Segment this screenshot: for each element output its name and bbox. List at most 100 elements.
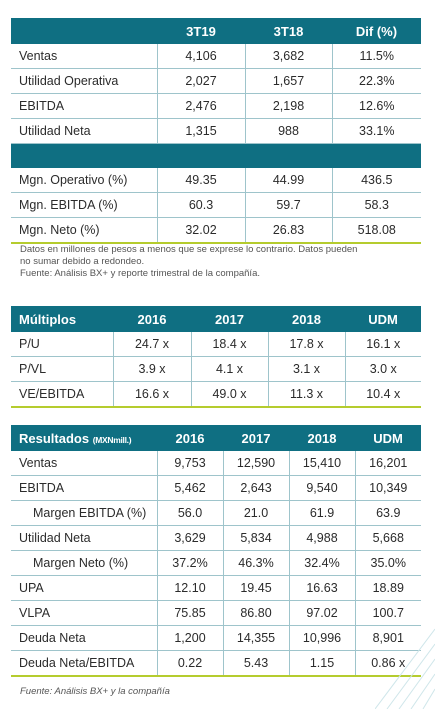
- cell: 5,462: [156, 475, 223, 501]
- cell: 1,315: [156, 118, 245, 144]
- cell: 49.35: [156, 168, 245, 193]
- results-header-2016: 2016: [157, 425, 223, 451]
- table-row: VE/EBITDA 16.6 x 49.0 x 11.3 x 10.4 x: [11, 381, 421, 408]
- cell: 3.1 x: [267, 356, 345, 382]
- note-line: no sumar debido a redondeo.: [20, 256, 145, 267]
- quarterly-header-3t19: 3T19: [157, 18, 245, 44]
- cell: 4,106: [156, 44, 245, 69]
- cell: 12.6%: [331, 93, 421, 119]
- table-row: Margen Neto (%) 37.2% 46.3% 32.4% 35.0%: [11, 550, 421, 576]
- table-row: P/VL 3.9 x 4.1 x 3.1 x 3.0 x: [11, 356, 421, 382]
- cell: 12.10: [156, 575, 223, 601]
- results-source-note: Fuente: Análisis BX+ y la compañía: [20, 686, 170, 697]
- cell: 33.1%: [331, 118, 421, 144]
- table-row: Utilidad Operativa 2,027 1,657 22.3%: [11, 68, 421, 94]
- cell: 0.86 x: [354, 650, 421, 677]
- row-label: P/U: [11, 332, 113, 357]
- cell: 18.89: [354, 575, 421, 601]
- table-row: Mgn. Operativo (%) 49.35 44.99 436.5: [11, 168, 421, 193]
- results-header-2017: 2017: [223, 425, 289, 451]
- row-label: Margen EBITDA (%): [11, 500, 157, 526]
- cell: 0.22: [156, 650, 223, 677]
- row-label: EBITDA: [11, 93, 157, 119]
- cell: 1.15: [288, 650, 355, 677]
- table-row: Margen EBITDA (%) 56.0 21.0 61.9 63.9: [11, 500, 421, 526]
- cell: 11.3 x: [267, 381, 345, 408]
- cell: 26.83: [244, 217, 332, 244]
- results-header-unit: (MXNmill.): [92, 434, 132, 445]
- results-header-2018: 2018: [289, 425, 355, 451]
- cell: 8,901: [354, 625, 421, 651]
- cell: 24.7 x: [112, 332, 191, 357]
- multiples-header-2018: 2018: [268, 306, 345, 332]
- cell: 58.3: [331, 192, 421, 218]
- cell: 100.7: [354, 600, 421, 626]
- cell: 16.6 x: [112, 381, 191, 408]
- table-row: Deuda Neta/EBITDA 0.22 5.43 1.15 0.86 x: [11, 650, 421, 677]
- row-label: Ventas: [11, 44, 157, 69]
- cell: 11.5%: [331, 44, 421, 69]
- quarterly-header-3t18: 3T18: [245, 18, 332, 44]
- cell: 14,355: [222, 625, 289, 651]
- row-label: UPA: [11, 575, 157, 601]
- cell: 32.02: [156, 217, 245, 244]
- cell: 4,988: [288, 525, 355, 551]
- cell: 32.4%: [288, 550, 355, 576]
- table-row: EBITDA 2,476 2,198 12.6%: [11, 93, 421, 119]
- cell: 3.0 x: [344, 356, 421, 382]
- cell: 16,201: [354, 451, 421, 476]
- table-row: Mgn. EBITDA (%) 60.3 59.7 58.3: [11, 192, 421, 218]
- multiples-header-row: Múltiplos 2016 2017 2018 UDM: [11, 306, 421, 332]
- table-row: P/U 24.7 x 18.4 x 17.8 x 16.1 x: [11, 332, 421, 357]
- cell: 10.4 x: [344, 381, 421, 408]
- cell: 15,410: [288, 451, 355, 476]
- note-line: Datos en millones de pesos a menos que s…: [20, 244, 358, 255]
- cell: 5.43: [222, 650, 289, 677]
- row-label: Utilidad Operativa: [11, 68, 157, 94]
- cell: 988: [244, 118, 332, 144]
- table-row: Mgn. Neto (%) 32.02 26.83 518.08: [11, 217, 421, 244]
- multiples-header-label: Múltiplos: [11, 306, 113, 332]
- cell: 436.5: [331, 168, 421, 193]
- cell: 21.0: [222, 500, 289, 526]
- cell: 17.8 x: [267, 332, 345, 357]
- cell: 86.80: [222, 600, 289, 626]
- results-header-title: Resultados: [19, 430, 90, 446]
- cell: 22.3%: [331, 68, 421, 94]
- cell: 75.85: [156, 600, 223, 626]
- cell: 46.3%: [222, 550, 289, 576]
- cell: 19.45: [222, 575, 289, 601]
- cell: 61.9: [288, 500, 355, 526]
- table-row: Ventas 9,753 12,590 15,410 16,201: [11, 451, 421, 476]
- cell: 63.9: [354, 500, 421, 526]
- table-row: Deuda Neta 1,200 14,355 10,996 8,901: [11, 625, 421, 651]
- results-header-row: Resultados (MXNmill.) 2016 2017 2018 UDM: [11, 425, 421, 451]
- quarterly-header-dif: Dif (%): [332, 18, 421, 44]
- table-row: Utilidad Neta 1,315 988 33.1%: [11, 118, 421, 144]
- cell: 59.7: [244, 192, 332, 218]
- row-label: EBITDA: [11, 475, 157, 501]
- row-label: P/VL: [11, 356, 113, 382]
- cell: 2,643: [222, 475, 289, 501]
- cell: 1,657: [244, 68, 332, 94]
- diagonal-lines-decoration: [375, 628, 435, 709]
- row-label: VE/EBITDA: [11, 381, 113, 408]
- cell: 1,200: [156, 625, 223, 651]
- multiples-header-udm: UDM: [345, 306, 421, 332]
- row-label: Deuda Neta/EBITDA: [11, 650, 157, 677]
- section-divider-band: [11, 143, 421, 168]
- multiples-header-2017: 2017: [191, 306, 268, 332]
- row-label: Mgn. EBITDA (%): [11, 192, 157, 218]
- cell: 4.1 x: [190, 356, 268, 382]
- cell: 49.0 x: [190, 381, 268, 408]
- quarterly-table: 3T19 3T18 Dif (%) Ventas 4,106 3,682 11.…: [11, 18, 421, 244]
- cell: 3,629: [156, 525, 223, 551]
- cell: 16.1 x: [344, 332, 421, 357]
- row-label: Mgn. Neto (%): [11, 217, 157, 244]
- row-label: Ventas: [11, 451, 157, 476]
- cell: 3.9 x: [112, 356, 191, 382]
- cell: 18.4 x: [190, 332, 268, 357]
- cell: 9,540: [288, 475, 355, 501]
- cell: 9,753: [156, 451, 223, 476]
- quarterly-note: Datos en millones de pesos a menos que s…: [20, 244, 357, 280]
